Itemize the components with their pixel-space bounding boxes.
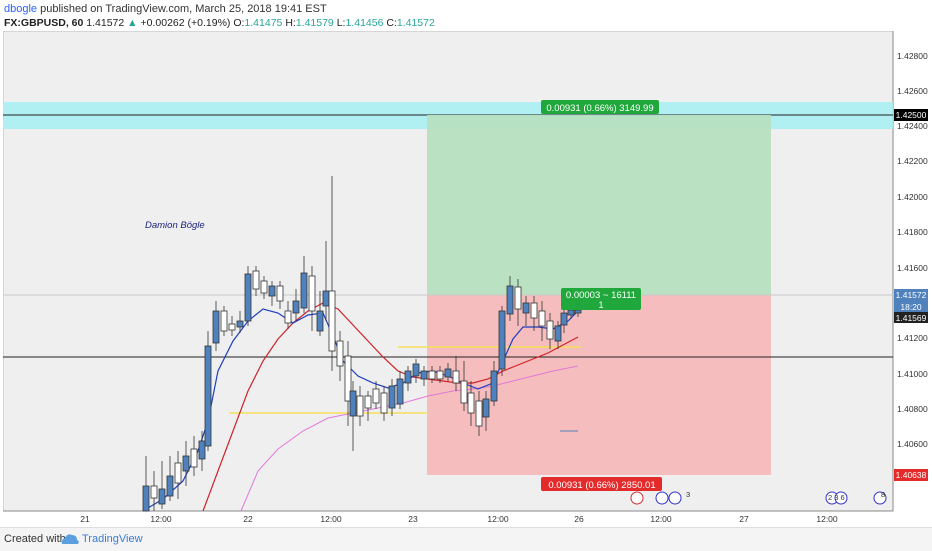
svg-text:1.41569: 1.41569 <box>896 313 927 323</box>
price-tick-label: 1.42800 <box>897 51 928 61</box>
event-icon-group-3[interactable]: 8 <box>873 490 887 505</box>
price-tick-label: 1.42200 <box>897 156 928 166</box>
footer: Created with TradingView <box>0 527 932 551</box>
countdown-badge: 18:20 <box>894 301 928 312</box>
ema-price-badge: 1.41569 <box>894 312 928 323</box>
tradingview-logo-icon[interactable] <box>60 532 80 546</box>
price-tick-label: 1.42600 <box>897 86 928 96</box>
published-text: published on TradingView.com, March 25, … <box>40 3 327 15</box>
last-price: 1.41572 <box>86 17 125 29</box>
time-tick-label: 12:00 <box>650 514 672 524</box>
time-tick-label: 21 <box>80 514 90 524</box>
time-tick-label: 27 <box>739 514 749 524</box>
ohlc-line: FX:GBPUSD, 60 1.41572 ▲ +0.00262 (+0.19%… <box>4 17 435 29</box>
event-icon-group-1[interactable]: 3 <box>630 490 690 505</box>
price-tick-label: 1.41200 <box>897 333 928 343</box>
time-tick-label: 12:00 <box>150 514 172 524</box>
ema-mid-line <box>202 302 579 512</box>
chart-header: dbogle published on TradingView.com, Mar… <box>0 0 932 32</box>
time-tick-label: 23 <box>408 514 418 524</box>
svg-text:1.40638: 1.40638 <box>896 470 927 480</box>
price-tick-label: 1.41000 <box>897 369 928 379</box>
candlesticks[interactable] <box>142 176 582 512</box>
high-value: 1.41579 <box>295 17 334 29</box>
chart-area[interactable]: Damion Bögle 0.00931 (0.66%) 3149.99 0.0… <box>2 30 928 527</box>
price-change: +0.00262 (+0.19%) <box>140 17 231 29</box>
target-label[interactable]: 0.00931 (0.66%) 3149.99 <box>541 100 659 114</box>
svg-text:1: 1 <box>598 300 603 310</box>
target-zone[interactable] <box>427 115 771 295</box>
time-axis[interactable] <box>3 511 893 527</box>
time-tick-label: 12:00 <box>320 514 342 524</box>
price-tick-label: 1.42400 <box>897 121 928 131</box>
open-value: 1.41475 <box>244 17 283 29</box>
target-price-badge: 1.42500 <box>894 109 928 121</box>
stop-zone[interactable] <box>427 295 771 475</box>
low-label: L: <box>336 17 346 29</box>
ema-fast-line <box>142 308 579 512</box>
last-price-badge: 1.41572 <box>894 289 928 301</box>
svg-text:0.00931 (0.66%) 2850.01: 0.00931 (0.66%) 2850.01 <box>548 480 655 491</box>
svg-text:0.00931 (0.66%) 3149.99: 0.00931 (0.66%) 3149.99 <box>546 103 653 114</box>
svg-text:18:20: 18:20 <box>900 302 922 312</box>
tradingview-brand[interactable]: TradingView <box>82 533 143 545</box>
price-tick-label: 1.40800 <box>897 404 928 414</box>
symbol-label[interactable]: FX:GBPUSD, 60 <box>4 17 84 29</box>
price-tick-label: 1.42000 <box>897 192 928 202</box>
stop-price-badge: 1.40638 <box>894 469 928 481</box>
svg-text:1.41572: 1.41572 <box>896 290 927 300</box>
svg-text:0.00003 ~ 16111: 0.00003 ~ 16111 <box>566 290 636 301</box>
svg-text:2 3 6: 2 3 6 <box>828 493 845 502</box>
time-tick-label: 26 <box>574 514 584 524</box>
stop-label[interactable]: 0.00931 (0.66%) 2850.01 <box>541 477 662 491</box>
close-value: 1.41572 <box>396 17 435 29</box>
low-value: 1.41456 <box>345 17 384 29</box>
publish-line: dbogle published on TradingView.com, Mar… <box>4 3 327 15</box>
time-tick-label: 12:00 <box>487 514 509 524</box>
price-chart[interactable]: Damion Bögle 0.00931 (0.66%) 3149.99 0.0… <box>2 30 928 527</box>
time-tick-label: 22 <box>243 514 253 524</box>
close-label: C: <box>386 17 397 29</box>
entry-label[interactable]: 0.00003 ~ 16111 1 <box>561 288 641 310</box>
time-tick-label: 12:00 <box>816 514 838 524</box>
event-icon-group-2[interactable]: 2 3 6 <box>825 491 848 505</box>
price-tick-label: 1.40600 <box>897 439 928 449</box>
chart-watermark[interactable]: Damion Bögle <box>145 220 205 231</box>
svg-text:8: 8 <box>881 490 885 499</box>
svg-text:3: 3 <box>686 490 690 499</box>
up-arrow-icon: ▲ <box>127 17 138 29</box>
svg-text:1.42500: 1.42500 <box>896 110 927 120</box>
open-label: O: <box>233 17 245 29</box>
time-tick-labels: 21 12:00 22 12:00 23 12:00 26 12:00 27 12:00 <box>80 514 838 524</box>
high-label: H: <box>285 17 296 29</box>
author-link[interactable]: dbogle <box>4 3 38 15</box>
price-tick-labels: 1.42800 1.42600 1.42400 1.42200 1.42000 1.418… <box>897 51 928 449</box>
price-tick-label: 1.41800 <box>897 227 928 237</box>
created-with-text: Created with <box>4 533 66 545</box>
price-tick-label: 1.41600 <box>897 263 928 273</box>
ema-slow-line <box>240 365 579 512</box>
